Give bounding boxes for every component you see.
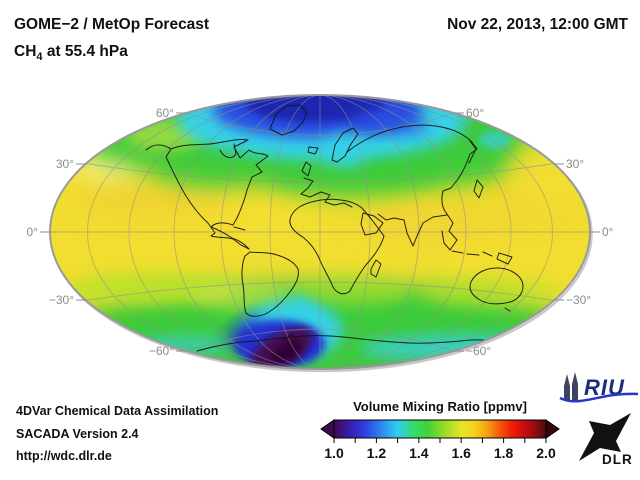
riu-wave-icon xyxy=(559,392,639,403)
lat-label: 60° xyxy=(156,106,174,120)
datetime-label: Nov 22, 2013, 12:00 GMT xyxy=(447,16,628,33)
dlr-logo: DLR xyxy=(579,413,633,467)
credit-line1: 4DVar Chemical Data Assimilation xyxy=(16,404,219,418)
colorbar-tick-label: 1.8 xyxy=(494,445,514,461)
cathedral-icon xyxy=(564,372,578,400)
colorbar-tick-label: 1.0 xyxy=(324,445,344,461)
title-line2: CH4 at 55.4 hPa xyxy=(14,43,128,64)
lat-label: −60° xyxy=(149,344,174,358)
coastlines xyxy=(145,104,555,352)
colorbar-tick-label: 1.6 xyxy=(451,445,471,461)
lat-label: −30° xyxy=(566,293,591,307)
lat-label: 0° xyxy=(602,225,614,239)
dlr-logo-text: DLR xyxy=(602,452,633,467)
credit-line3: http://wdc.dlr.de xyxy=(16,449,112,463)
graticule xyxy=(50,95,590,369)
page-title: GOME−2 / MetOp Forecast CH4 at 55.4 hPa xyxy=(14,11,209,71)
lat-label: 0° xyxy=(27,225,39,239)
lat-label: 30° xyxy=(566,157,584,171)
ch4-field xyxy=(50,95,590,369)
colorbar-title: Volume Mixing Ratio [ppmv] xyxy=(353,399,527,414)
colorbar-gradient xyxy=(333,419,547,439)
riu-logo: RIU xyxy=(559,372,639,403)
title-line1: GOME−2 / MetOp Forecast xyxy=(14,16,210,33)
colorbar: Volume Mixing Ratio [ppmv] 1.0 1.2 1.4 1… xyxy=(320,399,560,461)
lat-label: −60° xyxy=(466,344,491,358)
latitude-labels: 60° 30° 0° −30° −60° 60° 30° 0° −30° −60… xyxy=(27,106,614,358)
colorbar-tick-label: 1.2 xyxy=(367,445,387,461)
colorbar-tick-label: 2.0 xyxy=(536,445,556,461)
dlr-star-icon xyxy=(579,413,631,461)
lat-label: 30° xyxy=(56,157,74,171)
lat-label: 60° xyxy=(466,106,484,120)
colorbar-ticks xyxy=(333,438,547,443)
colorbar-tick-label: 1.4 xyxy=(409,445,429,461)
credit-line2: SACADA Version 2.4 xyxy=(16,426,139,441)
lat-label: −30° xyxy=(49,293,74,307)
colorbar-left-arrow xyxy=(320,419,335,439)
credits: 4DVar Chemical Data Assimilation SACADA … xyxy=(16,400,218,468)
